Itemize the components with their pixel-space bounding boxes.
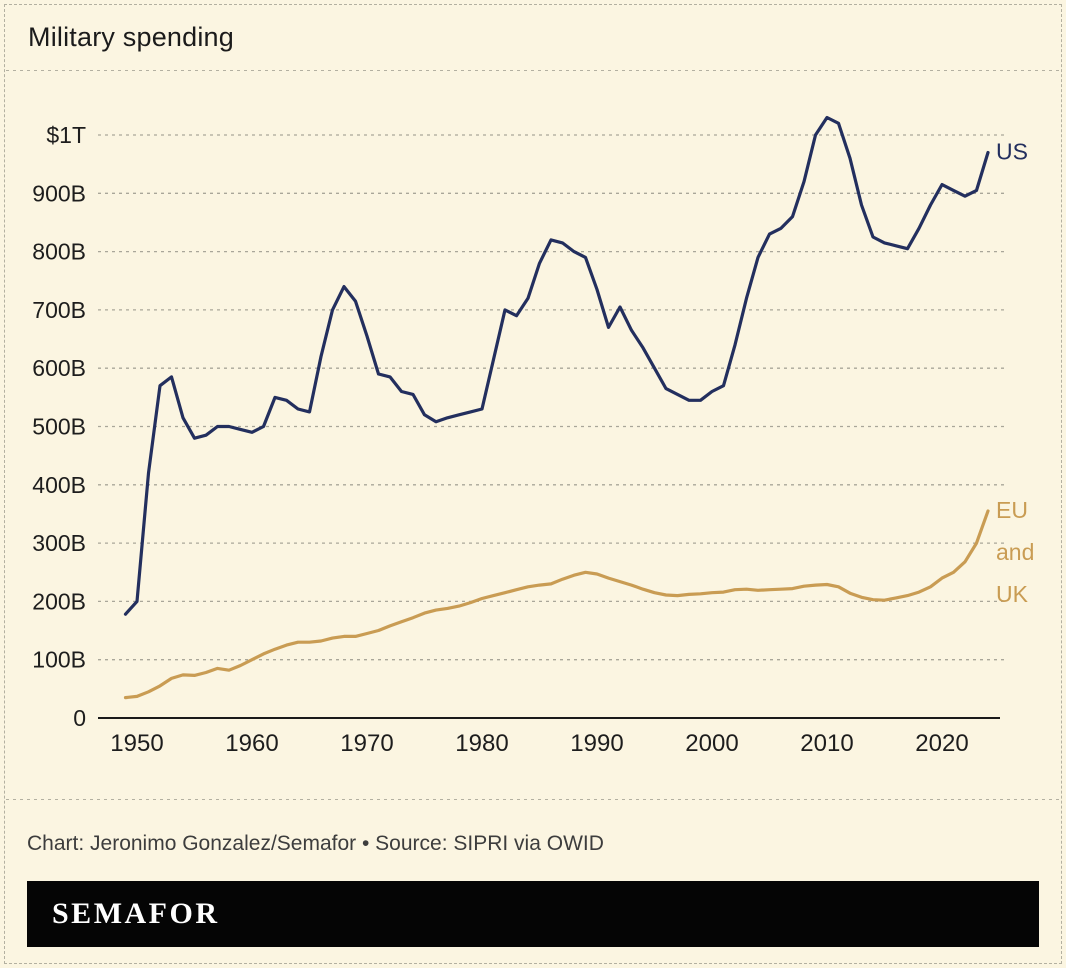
series-label-eu-uk: and <box>996 539 1034 565</box>
x-tick-label: 1980 <box>455 730 508 757</box>
credit-line: Chart: Jeronimo Gonzalez/Semafor • Sourc… <box>27 832 604 855</box>
y-tick-label: 0 <box>73 705 86 731</box>
y-tick-label: 300B <box>32 530 86 556</box>
x-tick-label: 2010 <box>800 730 853 757</box>
series-label-eu-uk: EU <box>996 497 1028 523</box>
series-line-us <box>123 115 990 616</box>
y-tick-label: 200B <box>32 588 86 614</box>
line-chart: 0 100B 200B 300B 400B 500B 600B 700B 800B 900B $1T… <box>32 115 1034 757</box>
y-tick-label: 900B <box>32 180 86 206</box>
y-tick-label: 100B <box>32 647 86 673</box>
y-tick-label: 600B <box>32 355 86 381</box>
x-tick-label: 2020 <box>915 730 968 757</box>
semafor-logo: SEMAFOR <box>52 897 220 930</box>
series-line-eu-uk <box>123 509 990 700</box>
series-label-us: US <box>996 139 1028 165</box>
y-tick-label: 800B <box>32 239 86 265</box>
y-tick-label: 500B <box>32 414 86 440</box>
separator-bottom <box>6 799 1060 800</box>
x-tick-label: 1990 <box>570 730 623 757</box>
y-tick-label: 700B <box>32 297 86 323</box>
x-tick-label: 1960 <box>225 730 278 757</box>
y-tick-label: 400B <box>32 472 86 498</box>
chart-title: Military spending <box>28 22 234 52</box>
x-tick-label: 2000 <box>685 730 738 757</box>
x-tick-label: 1950 <box>110 730 163 757</box>
y-tick-label: $1T <box>46 122 86 148</box>
series-label-eu-uk: UK <box>996 581 1029 607</box>
separator-top <box>6 70 1060 71</box>
logo-bar: SEMAFOR <box>27 881 1039 947</box>
x-tick-label: 1970 <box>340 730 393 757</box>
